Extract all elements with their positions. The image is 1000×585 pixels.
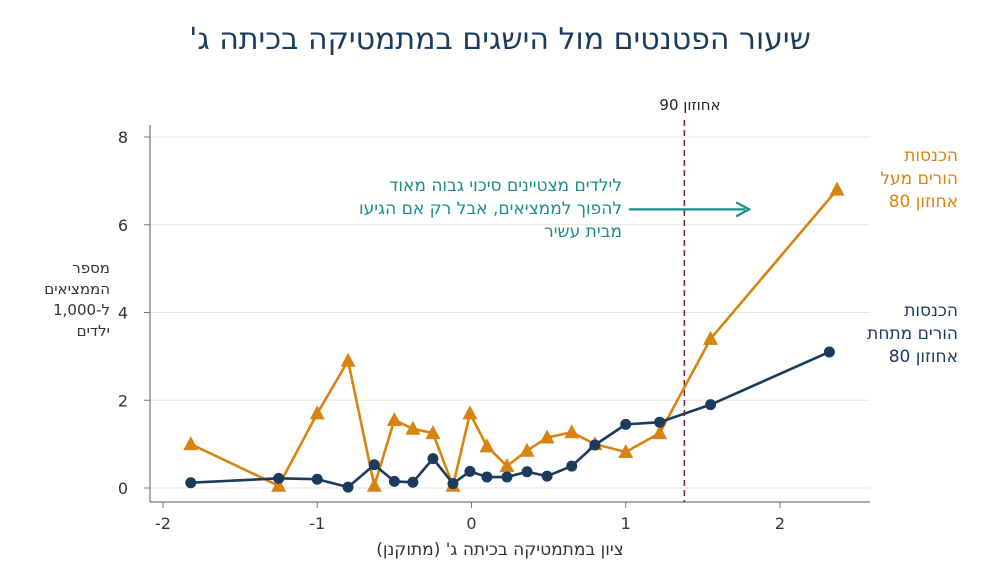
grid-lines: [150, 136, 870, 489]
data-point-triangle: [499, 458, 515, 473]
y-tick-label: 6: [118, 216, 128, 235]
data-point-circle: [388, 475, 400, 487]
data-point-circle: [481, 471, 493, 483]
data-point-circle: [654, 416, 666, 428]
data-point-circle: [501, 471, 513, 483]
data-point-triangle: [366, 477, 382, 492]
data-point-circle: [447, 478, 459, 490]
data-point-triangle: [618, 444, 634, 459]
data-point-triangle: [479, 438, 495, 453]
x-tick-label: -2: [155, 514, 171, 533]
annotation-arrow-head: [735, 201, 752, 218]
data-point-triangle: [462, 405, 478, 420]
x-tick-label: -1: [309, 514, 325, 533]
data-point-triangle: [425, 425, 441, 440]
y-tick-label: 8: [118, 128, 128, 147]
y-tick-label: 4: [118, 304, 128, 323]
data-point-circle: [427, 453, 439, 465]
series-layer: [183, 181, 845, 493]
data-point-circle: [464, 465, 476, 477]
data-point-triangle: [703, 330, 719, 345]
series-line-2: [190, 350, 830, 489]
x-tick-label: 1: [621, 514, 631, 533]
data-point-circle: [342, 481, 354, 493]
percentile-90-label: אחוזון 90: [659, 96, 721, 114]
y-axis-label: מספר הממציאים ל-1,000 ילדים: [44, 259, 110, 340]
series-line-1: [190, 188, 839, 488]
data-point-circle: [705, 399, 717, 411]
x-tick-label: 2: [775, 514, 785, 533]
data-point-circle: [521, 466, 533, 478]
legend-high-income: הכנסות הורים מעל אחוזון 80: [880, 146, 958, 212]
data-point-triangle: [405, 420, 421, 435]
x-tick-label: 0: [466, 514, 476, 533]
y-tick-label: 2: [118, 391, 128, 410]
data-point-circle: [620, 418, 632, 430]
data-point-triangle: [386, 411, 402, 426]
data-point-circle: [823, 346, 835, 358]
axes: 0 2 4 6 8 -2 -1 0 1 2: [118, 125, 870, 533]
data-point-triangle: [309, 405, 325, 420]
data-point-circle: [185, 477, 197, 489]
data-point-circle: [368, 459, 380, 471]
legend-low-income: הכנסות הורים מתחת אחוזון 80: [867, 301, 958, 367]
data-point-triangle: [564, 424, 580, 439]
y-tick-label: 0: [118, 479, 128, 498]
data-point-triangle: [539, 429, 555, 444]
data-point-triangle: [829, 181, 845, 196]
data-point-triangle: [652, 425, 668, 440]
data-point-circle: [311, 473, 323, 485]
data-point-circle: [589, 439, 601, 451]
data-point-circle: [566, 460, 578, 472]
data-point-circle: [541, 470, 553, 482]
data-point-circle: [273, 472, 285, 484]
annotation-text: לילדים מצטיינים סיכוי גבוה מאוד להפוך למ…: [358, 176, 622, 242]
data-point-triangle: [340, 352, 356, 367]
data-point-triangle: [519, 442, 535, 457]
data-point-triangle: [271, 477, 287, 492]
x-axis-label: ציון במתמטיקה בכיתה ג' (מתוקנן): [376, 540, 624, 560]
data-point-triangle: [183, 436, 199, 451]
chart-title: שיעור הפטנטים מול הישגים במתמטיקה בכיתה …: [189, 22, 811, 57]
data-point-circle: [407, 476, 419, 488]
annotation-arrow: [628, 201, 752, 218]
